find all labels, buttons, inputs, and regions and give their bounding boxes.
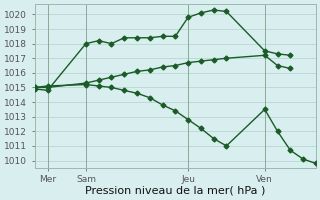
X-axis label: Pression niveau de la mer( hPa ): Pression niveau de la mer( hPa ) bbox=[85, 186, 266, 196]
